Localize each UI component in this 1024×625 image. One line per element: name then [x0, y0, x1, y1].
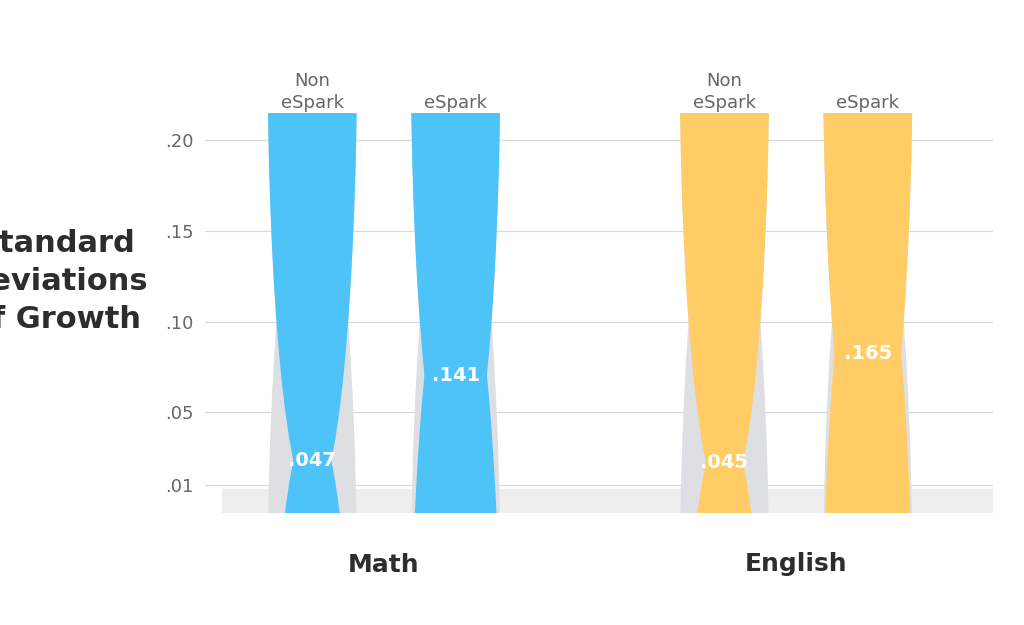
Ellipse shape	[411, 247, 501, 625]
Ellipse shape	[680, 140, 769, 625]
Ellipse shape	[823, 140, 912, 625]
Text: English: English	[744, 552, 848, 576]
Ellipse shape	[823, 203, 912, 625]
Ellipse shape	[823, 0, 912, 503]
Text: .165: .165	[844, 344, 892, 363]
Ellipse shape	[267, 0, 357, 503]
Ellipse shape	[823, 0, 912, 503]
Text: .047: .047	[289, 451, 336, 470]
Ellipse shape	[267, 140, 357, 625]
FancyBboxPatch shape	[222, 489, 1024, 540]
Ellipse shape	[411, 0, 501, 503]
Text: Standard
Deviations
of Growth: Standard Deviations of Growth	[0, 229, 147, 334]
Text: .045: .045	[700, 453, 749, 472]
Ellipse shape	[411, 140, 501, 625]
Ellipse shape	[680, 422, 769, 625]
Text: Math: Math	[348, 552, 420, 576]
Ellipse shape	[680, 0, 769, 503]
Ellipse shape	[267, 0, 357, 503]
Text: Non
eSpark: Non eSpark	[693, 72, 756, 112]
Ellipse shape	[267, 418, 357, 625]
Text: .141: .141	[431, 366, 480, 385]
Ellipse shape	[680, 0, 769, 503]
Text: eSpark: eSpark	[424, 94, 487, 112]
Ellipse shape	[411, 0, 501, 503]
Text: Non
eSpark: Non eSpark	[281, 72, 344, 112]
Text: eSpark: eSpark	[837, 94, 899, 112]
